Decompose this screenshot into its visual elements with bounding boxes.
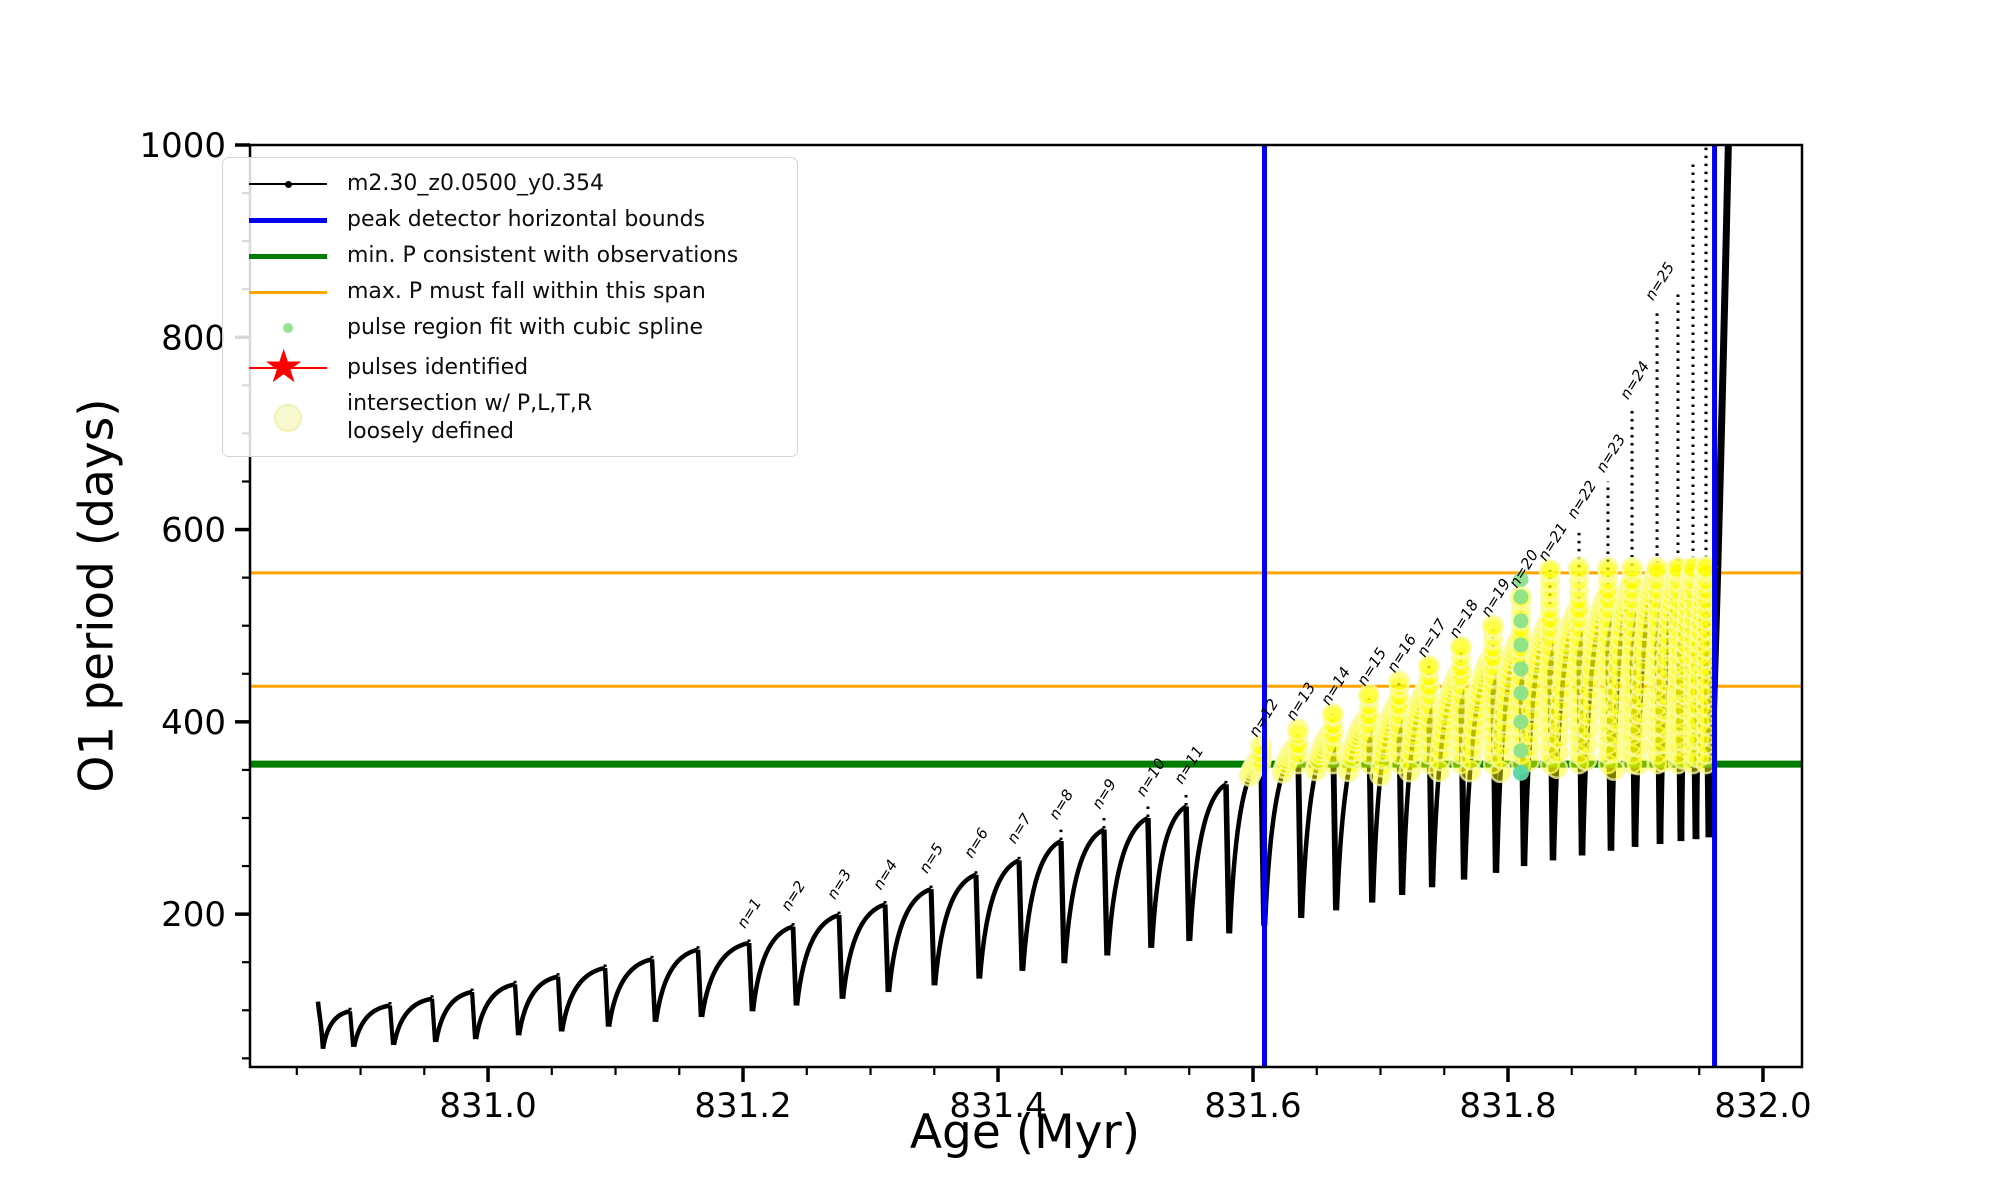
pulse-label: n=12: [1245, 696, 1282, 740]
pulse-drop: [882, 904, 891, 993]
pulse-label: n=6: [960, 825, 992, 861]
pulse-drop: [649, 959, 658, 1022]
pulse-label: n=5: [915, 840, 947, 876]
legend-label: pulses identified: [347, 355, 529, 380]
x-tick-label: 831.2: [694, 1086, 791, 1126]
pulse-label: n=2: [777, 878, 809, 914]
pulse-drop: [973, 874, 982, 979]
legend-label: min. P consistent with observations: [347, 243, 739, 268]
pulse-drop: [790, 926, 799, 1006]
y-axis-label: O1 period (days): [69, 398, 125, 793]
y-tick-label: 200: [161, 895, 226, 935]
pulse-drop: [1295, 745, 1304, 919]
pulse-drop: [602, 967, 611, 1027]
pulse-drop: [348, 1011, 356, 1047]
lightgreen-dot-marker-icon: [229, 323, 347, 333]
pulse-drop: [1546, 620, 1557, 861]
pulse-drop: [695, 949, 704, 1018]
axes-frame: [248, 143, 1804, 1069]
plot-area: n=1 n=2 n=3 n=4 n=5 n=6 n=7n=8 n=9 n=10 n=11n=12 n…: [250, 145, 1802, 1067]
pulse-label: n=23: [1592, 431, 1629, 475]
pulse-label: n=9: [1088, 776, 1120, 812]
x-tick-label: 831.6: [1204, 1086, 1301, 1126]
pulse-drop: [387, 1005, 396, 1046]
pulse-label: n=4: [869, 857, 901, 893]
pulse-drop: [1366, 716, 1375, 903]
legend-item-intersection: intersection w/ P,L,T,R loosely defined: [229, 390, 785, 446]
pulse-drop: [928, 889, 937, 986]
pulse-label: n=25: [1641, 259, 1678, 303]
y-tick-label: 1000: [139, 126, 226, 166]
legend-label: intersection w/ P,L,T,R loosely defined: [347, 391, 593, 444]
pulse-drop: [746, 942, 755, 1012]
legend: m2.30_z0.0500_y0.354 peak detector horiz…: [222, 157, 798, 457]
pulse-label: n=1: [733, 895, 765, 931]
yellow-dot-marker-icon: [229, 404, 347, 432]
x-tick-label: 831.4: [949, 1086, 1046, 1126]
pulse-drop: [1183, 806, 1192, 942]
pulse-label: n=7: [1003, 810, 1035, 847]
legend-label: pulse region fit with cubic spline: [347, 315, 704, 340]
tick-labels: 831.0 831.2 831.4 831.6 831.8 832.0 200 400 600 8…: [139, 126, 1811, 1126]
legend-item-min-p: min. P consistent with observations: [229, 238, 785, 274]
spline-fit-dots: [1513, 572, 1530, 781]
legend-item-spline-fit: pulse region fit with cubic spline: [229, 310, 785, 346]
legend-label: m2.30_z0.0500_y0.354: [347, 171, 604, 196]
pulse-drop: [469, 991, 478, 1040]
red-star-marker-icon: ★: [229, 340, 347, 392]
pulse-label: n=22: [1563, 477, 1600, 521]
pulse-label: n=17: [1413, 615, 1450, 660]
pulse-drop: [1101, 829, 1110, 956]
pulse-labels: n=1 n=2 n=3 n=4 n=5 n=6 n=7n=8 n=9 n=10 n=11n=12 n…: [733, 259, 1678, 931]
x-tick-label: 831.0: [439, 1086, 536, 1126]
pulse-label: n=3: [823, 866, 855, 902]
pulse-label: n=21: [1534, 520, 1571, 564]
pulse-drop: [1016, 860, 1025, 971]
pulse-drop: [836, 915, 845, 999]
ticks: [235, 143, 1765, 1082]
y-tick-label: 600: [161, 511, 226, 551]
y-tick-label: 800: [161, 318, 226, 358]
x-axis-label: Age (Myr): [909, 1105, 1141, 1160]
legend-item-peak-bounds: peak detector horizontal bounds: [229, 202, 785, 238]
pulse-drop: [429, 998, 438, 1043]
pulse-drop: [1145, 817, 1154, 948]
legend-item-track: m2.30_z0.0500_y0.354: [229, 166, 785, 202]
pulse-label: n=18: [1445, 597, 1482, 641]
pulse-drop: [512, 984, 521, 1036]
legend-item-max-p: max. P must fall within this span: [229, 274, 785, 310]
pulse-drop: [555, 976, 564, 1032]
legend-item-pulses: ★ pulses identified: [229, 340, 785, 392]
pulse-drop: [1425, 685, 1435, 888]
legend-label: max. P must fall within this span: [347, 279, 706, 304]
intersection-markers: [1238, 555, 1718, 787]
x-tick-label: 831.8: [1459, 1086, 1556, 1126]
x-tick-label: 832.0: [1714, 1086, 1811, 1126]
legend-label: peak detector horizontal bounds: [347, 207, 706, 232]
y-tick-label: 400: [161, 703, 226, 743]
pulse-label: n=24: [1616, 358, 1653, 402]
pulse-drop: [1223, 784, 1232, 934]
pulse-drop: [1058, 841, 1067, 964]
pulse-label: n=8: [1045, 786, 1077, 822]
